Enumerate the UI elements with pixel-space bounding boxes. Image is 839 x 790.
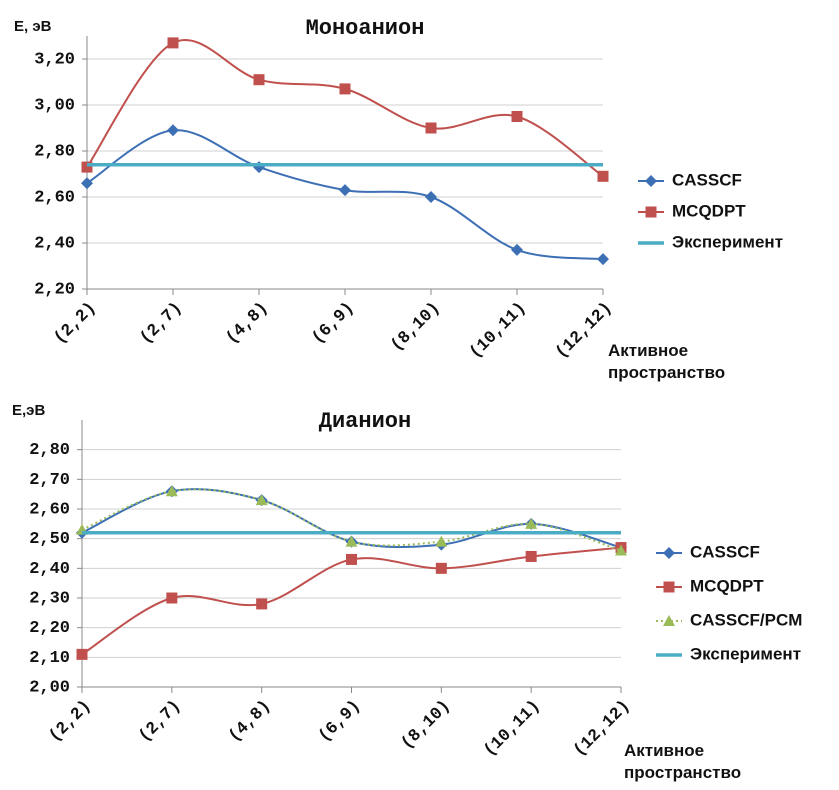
point	[253, 74, 265, 86]
legend-marker	[663, 581, 675, 593]
x-tick-label: (2,2)	[51, 299, 101, 349]
y-tick-label: 2,70	[29, 471, 70, 490]
x-axis-label-box: Активное пространство	[608, 341, 726, 382]
y-tick-label: 2,80	[34, 142, 75, 161]
y-tick-label: 2,10	[29, 649, 70, 668]
y-tick-label: 2,40	[34, 234, 75, 253]
point	[435, 562, 447, 574]
point	[255, 494, 268, 506]
point	[425, 191, 437, 203]
y-tick-label: 2,20	[29, 619, 70, 638]
legend-marker	[663, 615, 675, 626]
legend-label: CASSCF	[672, 170, 742, 189]
x-tick-label: (10,11)	[466, 299, 530, 363]
x-tick-label: (8,10)	[388, 299, 445, 356]
point	[435, 535, 448, 547]
point	[511, 111, 523, 122]
point	[256, 598, 268, 610]
point	[81, 161, 93, 173]
point	[597, 253, 609, 266]
chart-title: Дианион	[319, 409, 411, 434]
point	[167, 124, 179, 137]
x-tick-label: (4,8)	[226, 697, 276, 747]
y-tick-label: 2,40	[29, 560, 70, 579]
point	[346, 553, 357, 565]
chart-title: Моноанион	[306, 16, 425, 41]
y-tick-label: 2,30	[29, 589, 70, 608]
point	[165, 485, 178, 497]
x-tick-label: (12,12)	[552, 299, 616, 363]
legend-label: MCQDPT	[672, 201, 746, 220]
chart: Моноанион E, эВ 2,20 2,40 2,60 2,80 3,00 3,20 (2…	[14, 16, 783, 382]
legend-label: CASSCF	[690, 542, 760, 561]
legend-marker	[645, 206, 657, 218]
y-axis-label: E, эВ	[14, 18, 52, 35]
point	[339, 83, 351, 95]
x-tick-label: (6,9)	[315, 697, 365, 747]
point	[597, 170, 609, 182]
x-tick-label: (2,7)	[137, 299, 187, 349]
y-tick-label: 2,60	[34, 188, 75, 207]
point	[81, 177, 93, 190]
point	[167, 37, 179, 49]
series-line	[86, 39, 604, 178]
x-axis-label-box: Активное пространство	[624, 741, 742, 782]
point	[511, 243, 523, 256]
legend-label: CASSCF/PCM	[690, 610, 802, 629]
y-axis-label: E,эВ	[12, 402, 45, 419]
legend-marker	[663, 547, 675, 559]
point	[253, 161, 265, 174]
point	[345, 535, 358, 547]
point	[525, 517, 538, 529]
chart: Дианион E,эВ 2,00 2,10 2,20 2,30 2,40 2,50 2,60 2…	[12, 402, 802, 782]
y-tick-label: 2,50	[29, 530, 70, 549]
x-tick-label: (2,7)	[136, 697, 186, 747]
y-tick-label: 2,20	[34, 280, 75, 299]
y-tick-label: 3,00	[34, 96, 75, 115]
point	[76, 648, 88, 660]
legend-label: Эксперимент	[690, 644, 801, 663]
legend-marker	[645, 175, 657, 187]
x-tick-label: (10,11)	[481, 697, 545, 761]
x-axis-label: Активное пространство	[624, 741, 742, 782]
x-tick-label: (8,10)	[398, 697, 455, 754]
point	[339, 184, 351, 197]
x-axis-label: Активное пространство	[608, 341, 726, 382]
point	[525, 550, 537, 562]
x-tick-label: (6,9)	[309, 299, 359, 349]
point	[425, 122, 437, 134]
x-tick-label: (4,8)	[223, 299, 273, 349]
y-tick-label: 3,20	[34, 50, 75, 69]
y-tick-label: 2,80	[29, 441, 70, 460]
point	[166, 592, 178, 604]
y-tick-label: 2,60	[29, 500, 70, 519]
y-tick-label: 2,00	[29, 678, 70, 697]
legend-label: MCQDPT	[690, 576, 764, 595]
x-tick-label: (2,2)	[46, 697, 96, 747]
legend-label: Эксперимент	[672, 232, 783, 251]
point	[615, 544, 627, 556]
